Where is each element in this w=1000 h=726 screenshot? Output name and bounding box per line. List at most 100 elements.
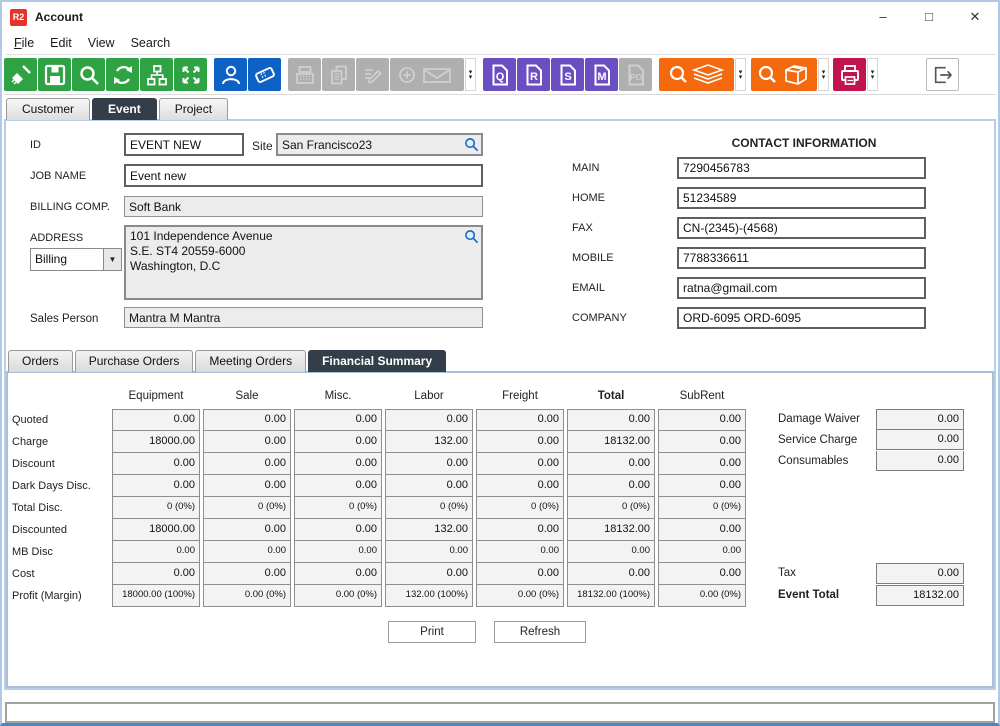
menu-item-search[interactable]: Search [130, 36, 171, 50]
maximize-button[interactable]: □ [925, 9, 933, 24]
print-tool-button[interactable] [833, 58, 866, 91]
edit-button[interactable] [356, 58, 389, 91]
cell-2-5: 0.00 [567, 453, 655, 475]
cell-7-2: 0.00 [294, 563, 382, 585]
table-corner [12, 402, 109, 409]
financial-table-grid: Equipment Sale Misc. Labor Freight Total SubRe… [12, 383, 746, 607]
site-label: Site [252, 139, 273, 153]
row-label-charge: Charge [12, 436, 49, 448]
svg-text:R: R [530, 71, 538, 83]
expand-button[interactable] [174, 58, 207, 91]
tab-event[interactable]: Event [92, 98, 157, 120]
search-orders-button[interactable] [659, 58, 734, 91]
contact-input-home[interactable] [677, 187, 926, 209]
chevron-down-icon: ▾ [870, 73, 875, 81]
cell-0-1: 0.00 [203, 409, 291, 431]
send-email-button[interactable] [390, 58, 464, 91]
search-orders-dropdown[interactable]: ▾ ▾ [735, 58, 746, 91]
tab-project[interactable]: Project [158, 98, 229, 120]
customer-button[interactable] [214, 58, 247, 91]
search-items-dropdown[interactable]: ▾ ▾ [818, 58, 829, 91]
contact-input-fax[interactable] [677, 217, 926, 239]
id-label: ID [30, 139, 41, 151]
print-button[interactable]: Print [388, 621, 476, 643]
subtab-meeting-orders[interactable]: Meeting Orders [195, 350, 307, 372]
chevron-down-icon: ▾ [870, 68, 875, 76]
cell-4-0: 0 (0%) [112, 497, 200, 519]
cell-6-0: 0.00 [112, 541, 200, 563]
menu-item-edit[interactable]: Edit [50, 36, 72, 50]
misc-doc-button[interactable]: M [585, 58, 618, 91]
subtab-orders[interactable]: Orders [8, 350, 73, 372]
cell-5-3: 132.00 [385, 519, 473, 541]
cell-4-3: 0 (0%) [385, 497, 473, 519]
address-textarea[interactable]: 101 Independence Avenue S.E. ST4 20559-6… [124, 225, 483, 300]
search-items-button[interactable] [751, 58, 817, 91]
side-value-tax: 0.00 [876, 563, 964, 584]
refresh-button[interactable] [106, 58, 139, 91]
contact-label-fax: FAX [572, 222, 593, 234]
copy-button[interactable] [322, 58, 355, 91]
chevron-down-icon: ▾ [468, 73, 473, 81]
cash-register-icon [295, 65, 314, 84]
search-stack-icon [669, 63, 724, 84]
contact-input-email[interactable] [677, 277, 926, 299]
svg-text:S: S [564, 71, 571, 83]
chevron-down-icon: ▾ [821, 68, 826, 76]
contact-input-company[interactable] [677, 307, 926, 329]
quote-document-icon: Q [492, 64, 508, 85]
site-input[interactable] [276, 133, 483, 156]
cell-6-6: 0.00 [658, 541, 746, 563]
register-button[interactable] [288, 58, 321, 91]
toolbar: ▾ ▾ Q R S M [4, 55, 996, 95]
clear-button[interactable] [4, 58, 37, 91]
address-search-icon[interactable] [464, 229, 479, 244]
email-dropdown[interactable]: ▾ ▾ [465, 58, 476, 91]
save-button[interactable] [38, 58, 71, 91]
subtab-financial-summary[interactable]: Financial Summary [308, 350, 447, 372]
tab-customer[interactable]: Customer [6, 98, 91, 120]
job-name-input[interactable] [124, 164, 483, 187]
side-value-service-charge: 0.00 [876, 430, 964, 450]
menu-item-view[interactable]: View [87, 36, 115, 50]
cell-0-4: 0.00 [476, 409, 564, 431]
billing-comp-input[interactable] [124, 196, 483, 217]
row-label-profit-margin-: Profit (Margin) [12, 590, 82, 602]
print-dropdown[interactable]: ▾ ▾ [867, 58, 878, 91]
contact-input-main[interactable] [677, 157, 926, 179]
r2-logo-icon: R2 [10, 8, 27, 26]
side-label-tax: Tax [778, 567, 796, 579]
quote-doc-button[interactable]: Q [483, 58, 516, 91]
refresh-button[interactable]: Refresh [494, 621, 586, 643]
rental-doc-button[interactable]: R [517, 58, 550, 91]
close-button[interactable]: ✕ [969, 9, 981, 24]
cell-6-5: 0.00 [567, 541, 655, 563]
cell-0-5: 0.00 [567, 409, 655, 431]
exit-button[interactable] [926, 58, 959, 91]
id-input[interactable] [124, 133, 244, 156]
contact-input-mobile[interactable] [677, 247, 926, 269]
hierarchy-button[interactable] [140, 58, 173, 91]
menu-item-file[interactable]: File [14, 36, 35, 50]
chevron-down-icon[interactable]: ▼ [103, 249, 121, 270]
row-label-dark-days-disc-: Dark Days Disc. [12, 480, 91, 492]
po-doc-button[interactable]: PO [619, 58, 652, 91]
subtab-purchase-orders[interactable]: Purchase Orders [74, 350, 194, 372]
exit-icon [934, 66, 952, 83]
cell-1-3: 132.00 [385, 431, 473, 453]
sale-doc-button[interactable]: S [551, 58, 584, 91]
sales-person-input[interactable] [124, 307, 483, 328]
svg-text:Q: Q [495, 71, 504, 83]
search-button[interactable] [72, 58, 105, 91]
side-label-service-charge: Service Charge [778, 434, 858, 446]
cell-5-6: 0.00 [658, 519, 746, 541]
financial-summary-panel: Equipment Sale Misc. Labor Freight Total SubRe… [6, 371, 994, 688]
cell-2-3: 0.00 [385, 453, 473, 475]
event-ticket-button[interactable] [248, 58, 281, 91]
cell-4-6: 0 (0%) [658, 497, 746, 519]
rental-document-icon: R [526, 64, 542, 85]
address-type-select[interactable]: Billing ▼ [30, 248, 122, 271]
minimize-button[interactable]: – [879, 9, 887, 24]
site-search-icon[interactable] [464, 137, 479, 152]
